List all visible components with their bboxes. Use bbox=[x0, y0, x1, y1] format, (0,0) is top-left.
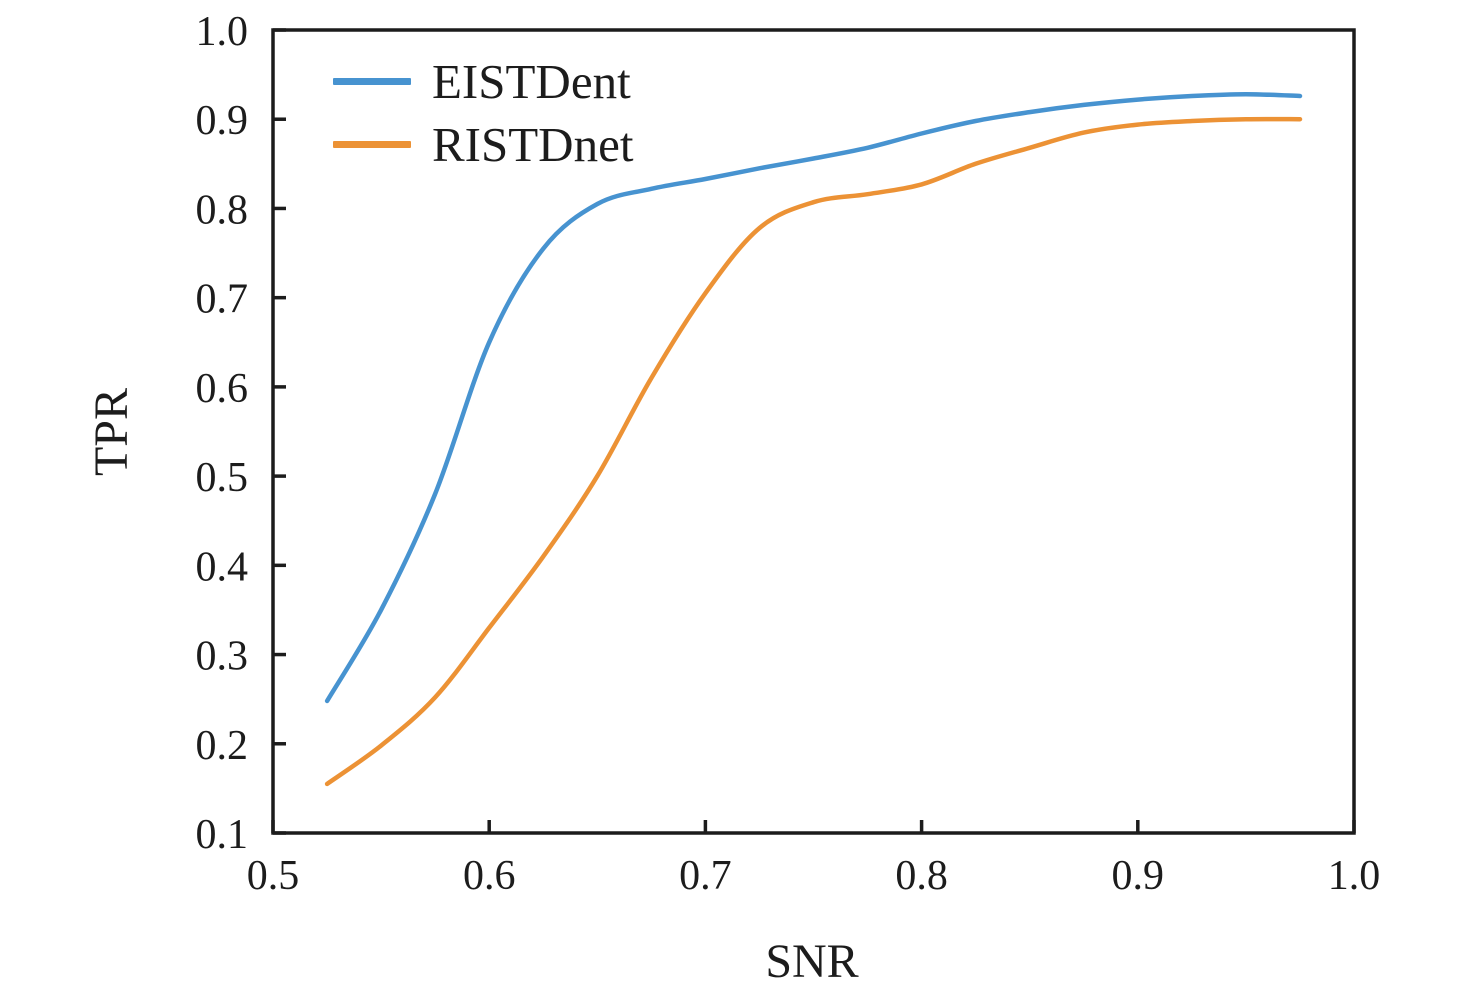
curve-eistdent bbox=[324, 91, 1303, 704]
y-tick-label: 0.2 bbox=[196, 723, 249, 769]
legend-item-eistdent: EISTDent bbox=[333, 50, 633, 113]
y-tick-label: 0.9 bbox=[196, 98, 249, 144]
legend-line-ristdnet-icon bbox=[333, 141, 411, 148]
x-tick-label: 0.8 bbox=[895, 853, 948, 899]
legend-line-eistdent-icon bbox=[333, 78, 411, 85]
y-tick-label: 0.3 bbox=[196, 634, 249, 680]
y-tick-label: 0.5 bbox=[196, 455, 249, 501]
curve-ristdnet bbox=[324, 116, 1303, 787]
y-tick-label: 0.6 bbox=[196, 366, 249, 412]
x-tick-label: 0.6 bbox=[463, 853, 516, 899]
y-tick-label: 0.8 bbox=[196, 187, 249, 233]
x-tick-label: 0.5 bbox=[247, 853, 300, 899]
y-tick-label: 0.7 bbox=[196, 277, 249, 323]
x-tick-label: 1.0 bbox=[1328, 853, 1381, 899]
legend-label-eistdent: EISTDent bbox=[432, 54, 631, 109]
legend-item-ristdnet: RISTDnet bbox=[333, 113, 633, 176]
x-axis-title: SNR bbox=[765, 935, 859, 988]
plot-border bbox=[271, 28, 1356, 835]
legend-label-ristdnet: RISTDnet bbox=[432, 117, 634, 172]
x-tick-label: 0.9 bbox=[1112, 853, 1165, 899]
y-tick-label: 1.0 bbox=[196, 9, 249, 55]
legend: EISTDent RISTDnet bbox=[333, 50, 633, 176]
y-tick-label: 0.1 bbox=[196, 812, 249, 858]
y-axis-title: TPR bbox=[85, 387, 138, 477]
y-tick-label: 0.4 bbox=[196, 544, 249, 590]
x-tick-label: 0.7 bbox=[679, 853, 732, 899]
